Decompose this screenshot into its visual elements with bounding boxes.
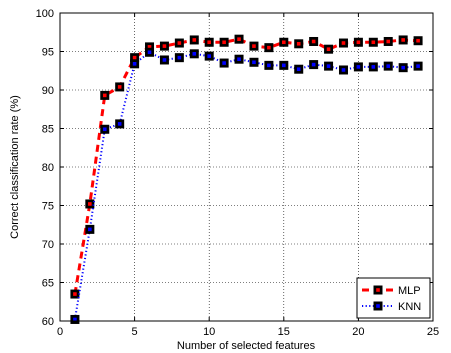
legend-box (356, 277, 431, 319)
data-point-mlp-core (192, 38, 197, 42)
data-point-knn-core (237, 57, 241, 61)
axis-ticks: 0 5 10 15 20 25 60 65 70 75 80 85 90 95 100 (36, 8, 439, 338)
y-tick-label: 100 (36, 8, 54, 20)
data-point-knn-core (117, 122, 122, 126)
x-tick-label: 15 (278, 326, 290, 338)
legend-swatch-marker-core (376, 288, 380, 292)
data-point-knn-core (341, 68, 346, 72)
data-point-knn-core (207, 54, 211, 58)
data-point-mlp-core (147, 45, 152, 49)
data-point-knn-core (222, 61, 226, 65)
series-knn (70, 47, 423, 324)
data-point-mlp-core (88, 202, 92, 206)
x-tick-label: 0 (57, 326, 63, 338)
data-point-mlp-core (132, 55, 137, 60)
data-point-mlp-core (237, 37, 241, 41)
data-point-mlp-core (73, 292, 77, 296)
data-point-knn-core (88, 227, 92, 232)
data-point-knn-core (371, 65, 376, 69)
data-point-knn-core (386, 64, 391, 68)
data-point-knn-core (132, 62, 137, 66)
data-point-knn-core (311, 62, 316, 67)
data-point-knn-core (401, 65, 405, 70)
data-point-knn-core (162, 58, 167, 62)
y-tick-label: 75 (42, 201, 54, 213)
data-point-knn-core (192, 52, 197, 56)
data-point-mlp-core (401, 38, 405, 42)
data-point-knn-core (282, 63, 286, 68)
data-point-knn-core (177, 55, 182, 60)
data-point-mlp-core (341, 41, 346, 45)
y-tick-label: 85 (42, 124, 54, 136)
legend-entry-mlp: MLP (362, 285, 421, 297)
x-tick-label: 25 (427, 326, 439, 338)
series-layer (70, 34, 423, 324)
data-point-mlp-core (207, 40, 211, 45)
data-point-mlp-core (326, 47, 331, 51)
x-tick-label: 5 (132, 326, 138, 338)
data-point-mlp-core (386, 39, 391, 44)
data-point-knn-core (252, 60, 256, 65)
data-point-mlp-core (252, 44, 256, 48)
data-point-mlp-core (371, 40, 376, 45)
legend: MLP KNN (356, 277, 431, 319)
data-point-mlp-core (296, 42, 301, 46)
y-tick-label: 95 (42, 47, 54, 59)
data-point-mlp-core (282, 40, 286, 45)
data-point-mlp-core (117, 85, 122, 89)
y-tick-label: 60 (42, 316, 54, 328)
data-point-knn-core (416, 64, 420, 68)
data-point-knn-core (73, 317, 77, 322)
data-point-knn-core (296, 67, 301, 72)
data-point-mlp-core (416, 38, 420, 43)
x-tick-label: 20 (352, 326, 364, 338)
legend-label: MLP (398, 285, 421, 297)
data-point-knn-core (326, 64, 331, 68)
data-point-knn-core (102, 127, 107, 132)
x-tick-label: 10 (203, 326, 215, 338)
data-point-mlp-core (267, 45, 271, 50)
data-point-knn-core (356, 65, 361, 69)
y-tick-label: 80 (42, 162, 54, 174)
y-tick-label: 90 (42, 85, 54, 97)
data-point-knn-core (267, 63, 271, 68)
data-point-mlp-core (162, 44, 167, 48)
y-tick-label: 70 (42, 239, 54, 251)
data-point-mlp-core (222, 40, 226, 45)
y-tick-label: 65 (42, 278, 54, 290)
data-point-mlp-core (102, 93, 107, 98)
data-point-mlp-core (177, 41, 182, 45)
legend-label: KNN (398, 301, 421, 313)
legend-swatch-marker-core (376, 304, 380, 308)
legend-entry-knn: KNN (362, 301, 421, 313)
x-axis-label: Number of selected features (177, 340, 316, 352)
y-axis-label: Correct classification rate (%) (9, 95, 21, 239)
data-point-knn-core (147, 50, 152, 55)
data-point-mlp-core (356, 40, 361, 45)
data-point-mlp-core (311, 39, 316, 44)
